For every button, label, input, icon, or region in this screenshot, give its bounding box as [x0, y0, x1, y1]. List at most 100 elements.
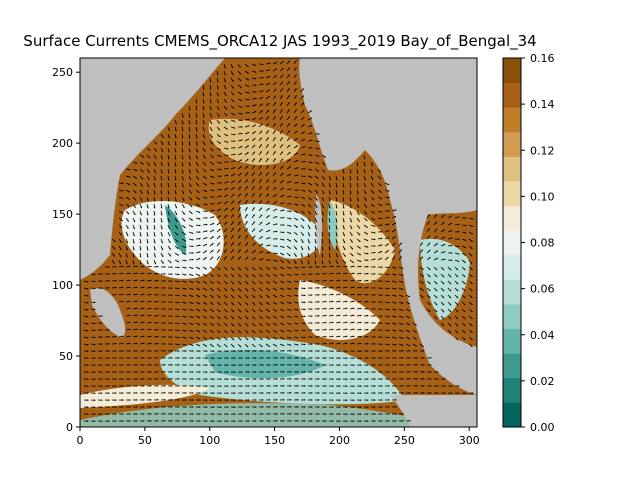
current-arrow-head [225, 275, 228, 278]
current-arrow-head [142, 272, 145, 275]
current-arrow-head [198, 399, 201, 401]
current-arrow-head [114, 392, 117, 394]
current-arrow-head [86, 308, 89, 311]
current-arrow-head [218, 338, 221, 340]
current-arrow-head [273, 137, 276, 140]
current-arrow-head [169, 254, 172, 257]
current-arrow-head [288, 67, 290, 70]
current-arrow-head [167, 192, 170, 195]
current-arrow-head [315, 198, 318, 201]
current-arrow-head [247, 350, 250, 352]
current-arrow-head [239, 249, 241, 252]
current-arrow-head [239, 166, 242, 169]
current-arrow-head [177, 371, 180, 373]
current-arrow-head [335, 234, 338, 237]
current-arrow-head [135, 350, 138, 352]
current-arrow-head [86, 280, 89, 283]
current-arrow-head [267, 324, 270, 326]
current-arrow-head [219, 195, 222, 198]
current-arrow-head [205, 274, 207, 277]
current-arrow-head [163, 384, 166, 387]
current-arrow-head [380, 406, 383, 408]
current-arrow-head [205, 250, 207, 253]
x-tick-label: 150 [264, 434, 285, 447]
current-arrow-head [345, 286, 348, 289]
current-arrow-head [135, 357, 138, 359]
current-arrow-head [114, 286, 117, 289]
current-arrow-head [281, 74, 284, 77]
current-arrow-head [296, 343, 299, 346]
current-arrow-head [310, 132, 313, 135]
current-arrow-head [100, 273, 103, 275]
current-arrow-head [366, 252, 369, 255]
current-arrow-head [195, 122, 198, 125]
slow-current-region [165, 205, 187, 255]
current-arrow-head [359, 392, 362, 394]
current-arrow-head [275, 344, 277, 347]
current-arrow-head [295, 145, 298, 148]
current-arrow-head [203, 143, 206, 146]
current-arrow-head [357, 192, 359, 195]
current-arrow-head [317, 133, 320, 135]
current-arrow-head [331, 286, 334, 289]
current-arrow-head [224, 87, 227, 90]
current-arrow-head [373, 266, 376, 268]
current-arrow-head [219, 420, 222, 423]
current-arrow-head [184, 329, 187, 332]
current-arrow-head [184, 315, 187, 318]
current-arrow-head [267, 289, 270, 291]
current-arrow-head [142, 413, 145, 415]
current-arrow-head [184, 287, 187, 290]
current-arrow-head [329, 185, 331, 188]
current-arrow-head [371, 184, 374, 187]
current-arrow-head [128, 328, 131, 331]
current-arrow-head [275, 364, 278, 366]
current-arrow-head [147, 170, 150, 173]
current-arrow-head [352, 399, 355, 402]
current-arrow-head [246, 303, 249, 306]
current-arrow-head [365, 205, 367, 208]
current-arrow-head [170, 343, 173, 346]
current-arrow-head [342, 171, 345, 174]
current-arrow-head [287, 88, 290, 91]
current-arrow-head [191, 357, 194, 359]
current-arrow-head [281, 81, 283, 84]
colorbar-level [503, 181, 521, 207]
current-arrow-head [135, 342, 138, 345]
current-arrow-head [275, 245, 278, 248]
y-tick-label: 200 [52, 137, 73, 150]
current-arrow-head [387, 329, 390, 332]
current-arrow-head [184, 336, 187, 339]
current-arrow-head [373, 238, 376, 241]
current-arrow-head [350, 220, 352, 223]
current-arrow-head [260, 130, 263, 133]
current-arrow-head [184, 364, 187, 366]
current-arrow-head [196, 157, 198, 160]
x-tick-label: 50 [138, 434, 152, 447]
current-arrow-head [135, 328, 138, 331]
current-arrow-head [267, 310, 270, 312]
current-arrow-head [128, 406, 131, 408]
current-arrow-head [408, 323, 411, 326]
current-arrow-head [267, 200, 270, 203]
current-arrow-head [211, 310, 214, 312]
current-arrow-head [365, 212, 368, 215]
slow-current-region [330, 200, 395, 284]
current-arrow-head [247, 111, 250, 114]
current-arrow-head [282, 231, 285, 234]
x-tick-label: 0 [77, 434, 84, 447]
current-arrow-head [93, 322, 96, 325]
current-arrow-head [212, 392, 215, 394]
current-arrow-head [198, 204, 200, 207]
current-arrow-head [205, 392, 208, 394]
current-arrow-head [232, 331, 235, 334]
current-arrow-head [177, 315, 180, 318]
current-arrow-head [170, 385, 173, 387]
current-arrow-head [254, 392, 257, 394]
current-arrow-head [352, 300, 355, 303]
current-arrow-head [239, 256, 241, 259]
current-arrow-head [267, 123, 269, 126]
current-arrow-head [324, 406, 327, 408]
